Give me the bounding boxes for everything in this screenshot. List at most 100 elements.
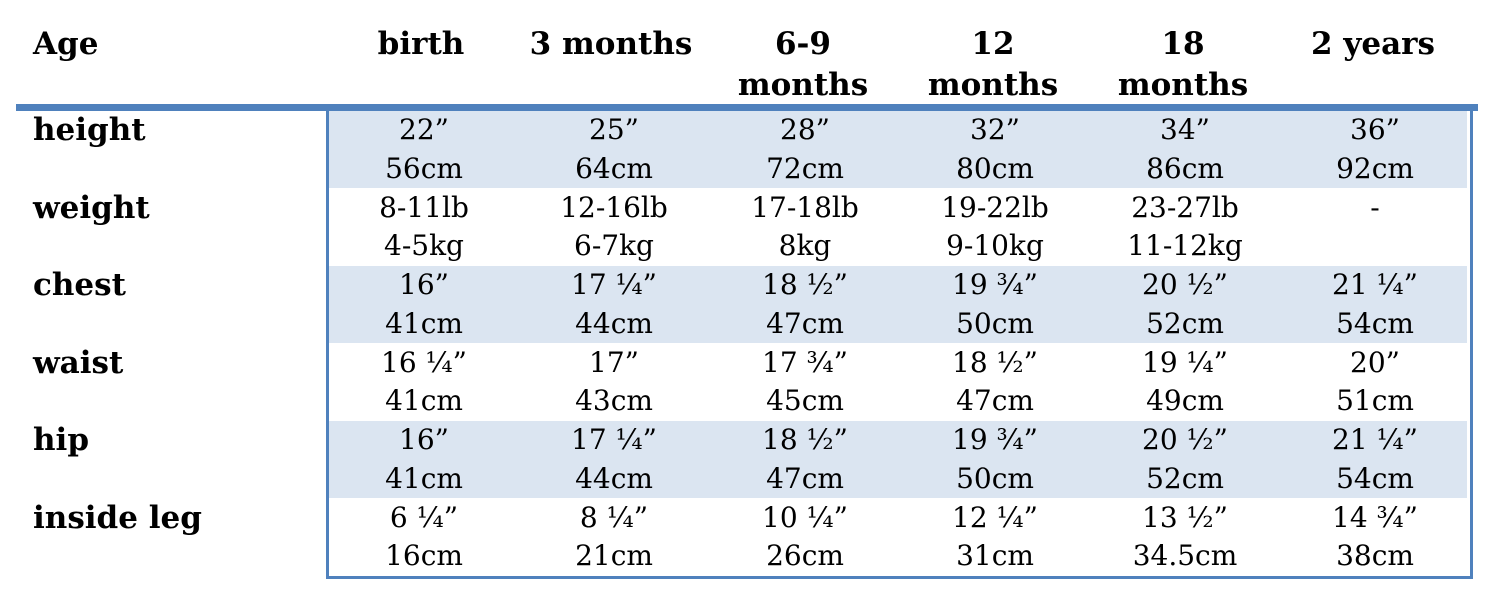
table-cell: 18 ½” 47cm <box>710 266 900 343</box>
table-cell: 12-16lb 6-7kg <box>519 189 709 266</box>
imperial-value: 28” <box>780 113 830 146</box>
imperial-value: 17 ¾” <box>762 345 848 379</box>
table-cell: 16 ¼” 41cm <box>329 344 519 421</box>
table-cell: 20 ½” 52cm <box>1090 266 1280 343</box>
metric-value: 4-5kg <box>384 229 464 262</box>
table-cell: 18 ½” 47cm <box>900 344 1090 421</box>
metric-value <box>1280 227 1470 265</box>
imperial-value: 8-11lb <box>379 190 469 224</box>
table-cell: 18 ½” 47cm <box>710 421 900 498</box>
column-header-18-months: 18 months <box>1117 26 1249 103</box>
metric-value: 47cm <box>766 306 844 340</box>
imperial-value: 17 ¼” <box>571 268 657 301</box>
table-row: 6 ¼” 16cm 8 ¼” 21cm 10 ¼” 26cm 12 ¼” 31cm 13 ½” 3… <box>329 499 1467 576</box>
column-header-12-months: 12 months <box>927 26 1059 103</box>
metric-value: 50cm <box>956 306 1034 340</box>
imperial-value: 21 ¼” <box>1332 423 1418 456</box>
table-cell: 19-22lb 9-10kg <box>900 189 1090 266</box>
imperial-value: 34” <box>1160 113 1210 146</box>
metric-value: 11-12kg <box>1127 229 1243 262</box>
table-cell: 8 ¼” 21cm <box>519 499 709 576</box>
table-cell: 19 ¾” 50cm <box>900 421 1090 498</box>
metric-value: 21cm <box>575 539 653 572</box>
table-cell: 19 ¾” 50cm <box>900 266 1090 343</box>
table-row: 16 ¼” 41cm 17” 43cm 17 ¾” 45cm 18 ½” 47cm 19 ¼” 4… <box>329 344 1467 421</box>
metric-value: 45cm <box>766 384 844 417</box>
table-cell: 22” 56cm <box>329 111 519 188</box>
imperial-value: - <box>1370 190 1380 224</box>
metric-value: 56cm <box>385 151 463 185</box>
table-row: 22” 56cm 25” 64cm 28” 72cm 32” 80cm 34” 86cm 36” 92… <box>329 111 1467 188</box>
table-cell: 14 ¾” 38cm <box>1280 499 1470 576</box>
imperial-value: 19 ¾” <box>952 268 1038 301</box>
metric-value: 51cm <box>1336 384 1414 417</box>
imperial-value: 10 ¼” <box>762 500 848 534</box>
imperial-value: 14 ¾” <box>1332 500 1418 534</box>
imperial-value: 20 ½” <box>1142 268 1228 301</box>
header-divider <box>16 104 1478 111</box>
imperial-value: 16 ¼” <box>381 345 467 379</box>
table-cell: 19 ¼” 49cm <box>1090 344 1280 421</box>
table-body: height 22” 56cm 25” 64cm 28” 72cm 32” 80cm 34” 86c… <box>16 111 1478 579</box>
table-cell: 36” 92cm <box>1280 111 1470 188</box>
imperial-value: 13 ½” <box>1142 500 1228 534</box>
table-cell: 21 ¼” 54cm <box>1280 266 1470 343</box>
imperial-value: 8 ¼” <box>579 500 649 534</box>
metric-value: 31cm <box>956 539 1034 572</box>
table-cell: - <box>1280 189 1470 266</box>
table-cell: 25” 64cm <box>519 111 709 188</box>
row-label-inside-leg: inside leg <box>33 499 202 536</box>
metric-value: 86cm <box>1146 151 1224 185</box>
column-header-2-years: 2 years <box>1311 26 1435 62</box>
table-cell: 13 ½” 34.5cm <box>1090 499 1280 576</box>
imperial-value: 19-22lb <box>941 190 1049 224</box>
metric-value: 8kg <box>778 229 832 262</box>
imperial-value: 36” <box>1350 113 1400 146</box>
column-header-birth: birth <box>377 26 465 62</box>
table-cell: 12 ¼” 31cm <box>900 499 1090 576</box>
imperial-value: 20” <box>1350 345 1400 379</box>
metric-value: 44cm <box>575 306 653 340</box>
imperial-value: 18 ½” <box>952 345 1038 379</box>
table-cell: 23-27lb 11-12kg <box>1090 189 1280 266</box>
table-cell: 6 ¼” 16cm <box>329 499 519 576</box>
table-cell: 28” 72cm <box>710 111 900 188</box>
table-row: 16” 41cm 17 ¼” 44cm 18 ½” 47cm 19 ¾” 50cm 20 ½” 5… <box>329 421 1467 498</box>
table-cell: 20 ½” 52cm <box>1090 421 1280 498</box>
metric-value: 64cm <box>575 151 653 185</box>
imperial-value: 12-16lb <box>560 190 668 224</box>
metric-value: 6-7kg <box>574 229 654 262</box>
table-cell: 20” 51cm <box>1280 344 1470 421</box>
row-label-chest: chest <box>33 267 126 303</box>
metric-value: 92cm <box>1336 151 1414 185</box>
table-cell: 17-18lb 8kg <box>710 189 900 266</box>
imperial-value: 17 ¼” <box>571 423 657 456</box>
imperial-value: 17-18lb <box>751 190 859 224</box>
column-header-6-9-months: 6-9 months <box>737 26 869 103</box>
imperial-value: 20 ½” <box>1142 423 1228 456</box>
imperial-value: 21 ¼” <box>1332 268 1418 301</box>
table-cell: 16” 41cm <box>329 266 519 343</box>
table-cell: 17” 43cm <box>519 344 709 421</box>
imperial-value: 18 ½” <box>762 268 848 301</box>
imperial-value: 23-27lb <box>1131 190 1239 224</box>
metric-value: 52cm <box>1146 461 1224 495</box>
metric-value: 16cm <box>385 539 463 572</box>
metric-value: 54cm <box>1336 306 1414 340</box>
metric-value: 41cm <box>385 384 463 417</box>
table-cell: 32” 80cm <box>900 111 1090 188</box>
row-label-height: height <box>33 112 146 148</box>
metric-value: 41cm <box>385 306 463 340</box>
table-cell: 16” 41cm <box>329 421 519 498</box>
table-cell: 34” 86cm <box>1090 111 1280 188</box>
imperial-value: 25” <box>589 113 639 146</box>
column-header-3-months: 3 months <box>529 26 693 62</box>
table-cell: 21 ¼” 54cm <box>1280 421 1470 498</box>
size-chart-table: Age birth 3 months 6-9 months 12 months … <box>16 0 1478 579</box>
table-cell: 17 ¼” 44cm <box>519 421 709 498</box>
metric-value: 80cm <box>956 151 1034 185</box>
table-cell: 17 ¾” 45cm <box>710 344 900 421</box>
header-row: Age birth 3 months 6-9 months 12 months … <box>16 0 1478 104</box>
metric-value: 26cm <box>766 539 844 572</box>
imperial-value: 6 ¼” <box>389 500 459 534</box>
